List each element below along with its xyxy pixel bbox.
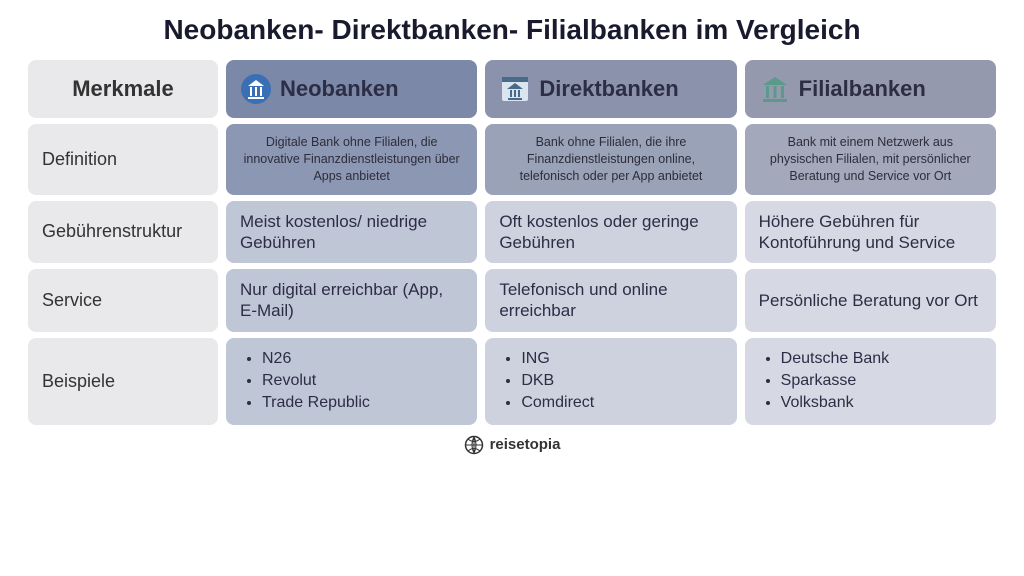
header-label: Merkmale bbox=[72, 76, 174, 102]
footer-brand: reisetopia bbox=[28, 435, 996, 455]
rowlabel-definition: Definition bbox=[28, 124, 218, 195]
cell-fees-direkt: Oft kostenlos oder geringe Gebühren bbox=[485, 201, 736, 264]
example-list: ING DKB Comdirect bbox=[499, 348, 594, 415]
brand-text: reisetopia bbox=[490, 436, 561, 453]
header-features: Merkmale bbox=[28, 60, 218, 118]
rowlabel-fees: Gebührenstruktur bbox=[28, 201, 218, 264]
example-list: Deutsche Bank Sparkasse Volksbank bbox=[759, 348, 890, 415]
bank-icon bbox=[240, 73, 272, 105]
cell-definition-filial: Bank mit einem Netzwerk aus physischen F… bbox=[745, 124, 996, 195]
list-item: ING bbox=[521, 348, 594, 370]
list-item: Comdirect bbox=[521, 392, 594, 414]
example-list: N26 Revolut Trade Republic bbox=[240, 348, 370, 415]
rowlabel-examples: Beispiele bbox=[28, 338, 218, 425]
list-item: Volksbank bbox=[781, 392, 890, 414]
cell-definition-neo: Digitale Bank ohne Filialen, die innovat… bbox=[226, 124, 477, 195]
cell-service-direkt: Telefonisch und online erreichbar bbox=[485, 269, 736, 332]
col-label: Filialbanken bbox=[799, 76, 926, 102]
cell-fees-filial: Höhere Gebühren für Kontoführung und Ser… bbox=[745, 201, 996, 264]
globe-icon bbox=[464, 435, 484, 455]
list-item: Revolut bbox=[262, 370, 370, 392]
list-item: Deutsche Bank bbox=[781, 348, 890, 370]
header-neobanken: Neobanken bbox=[226, 60, 477, 118]
col-label: Neobanken bbox=[280, 76, 399, 102]
list-item: Trade Republic bbox=[262, 392, 370, 414]
cell-fees-neo: Meist kostenlos/ niedrige Gebühren bbox=[226, 201, 477, 264]
comparison-table: Merkmale Neobanken Direktbanken Filialba… bbox=[28, 60, 996, 425]
page-title: Neobanken- Direktbanken- Filialbanken im… bbox=[28, 14, 996, 46]
cell-examples-neo: N26 Revolut Trade Republic bbox=[226, 338, 477, 425]
list-item: Sparkasse bbox=[781, 370, 890, 392]
cell-definition-direkt: Bank ohne Filialen, die ihre Finanzdiens… bbox=[485, 124, 736, 195]
header-filialbanken: Filialbanken bbox=[745, 60, 996, 118]
list-item: DKB bbox=[521, 370, 594, 392]
cell-examples-filial: Deutsche Bank Sparkasse Volksbank bbox=[745, 338, 996, 425]
header-direktbanken: Direktbanken bbox=[485, 60, 736, 118]
rowlabel-service: Service bbox=[28, 269, 218, 332]
cell-service-neo: Nur digital erreichbar (App, E-Mail) bbox=[226, 269, 477, 332]
col-label: Direktbanken bbox=[539, 76, 678, 102]
cell-service-filial: Persönliche Beratung vor Ort bbox=[745, 269, 996, 332]
cell-examples-direkt: ING DKB Comdirect bbox=[485, 338, 736, 425]
branch-bank-icon bbox=[759, 73, 791, 105]
online-bank-icon bbox=[499, 73, 531, 105]
list-item: N26 bbox=[262, 348, 370, 370]
